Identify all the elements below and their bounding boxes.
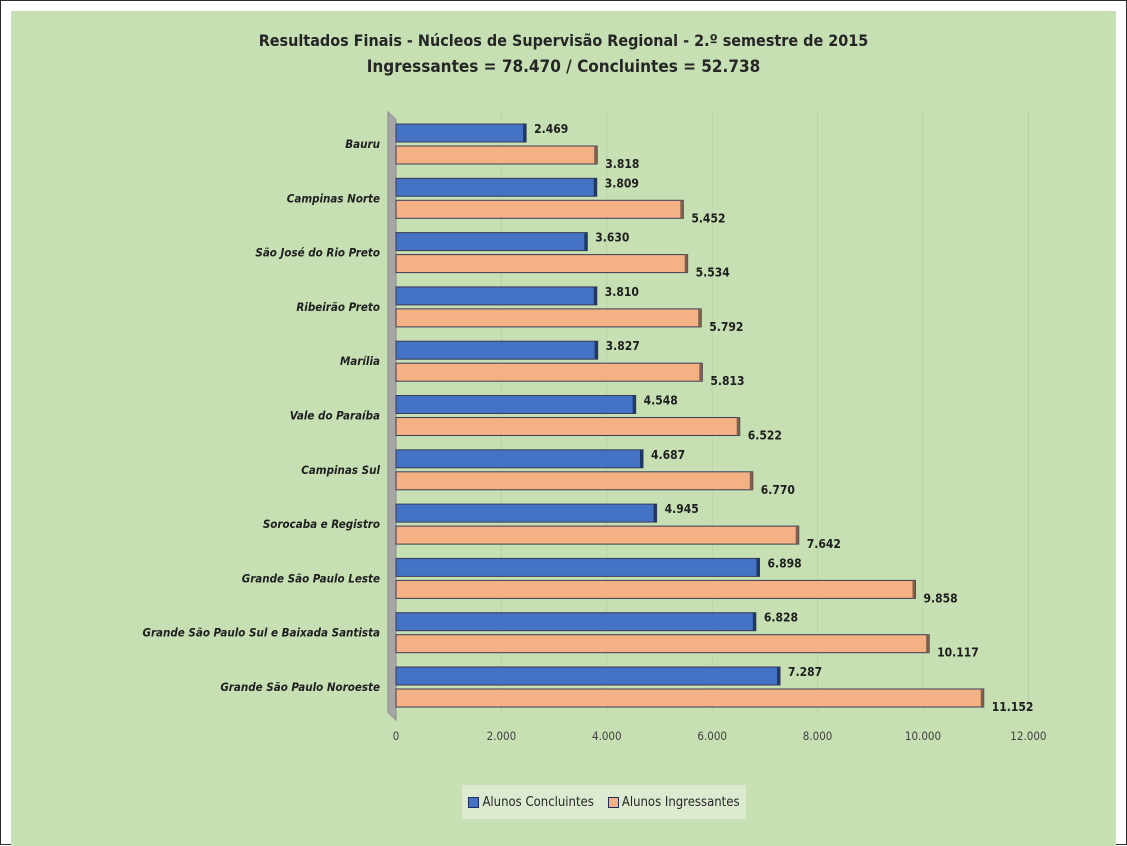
value-label-concluintes: 2.469 (534, 122, 568, 136)
value-label-ingressantes: 5.534 (696, 266, 731, 280)
value-label-concluintes: 6.898 (768, 556, 802, 570)
category-label: Marília (340, 354, 380, 368)
bar-end-cap (756, 558, 760, 577)
bar-concluintes (395, 123, 527, 143)
legend-label-concluintes: Alunos Concluintes (482, 794, 594, 810)
x-tick-label: 10.000 (905, 729, 941, 743)
bar-end-cap (912, 580, 916, 599)
value-label-concluintes: 3.630 (595, 231, 629, 245)
legend: Alunos Concluintes Alunos Ingressantes (462, 785, 746, 819)
value-label-concluintes: 3.827 (606, 339, 640, 353)
category-label: Ribeirão Preto (296, 300, 380, 314)
category-label: Vale do Paraíba (290, 409, 380, 423)
axis-wall (387, 110, 397, 722)
category-label: São José do Rio Preto (255, 246, 380, 260)
category-label: Bauru (345, 137, 380, 151)
bar-concluintes (395, 286, 598, 306)
bar-end-cap (699, 363, 703, 382)
bar-end-cap (684, 254, 688, 273)
bar-ingressantes (395, 199, 684, 219)
value-label-concluintes: 4.548 (644, 394, 678, 408)
bar-concluintes (395, 666, 781, 686)
category-label: Campinas Sul (301, 463, 380, 477)
bar-ingressantes (395, 688, 985, 708)
bar-end-cap (752, 612, 756, 631)
bar-ingressantes (395, 254, 689, 274)
category-label: Grande São Paulo Sul e Baixada Santista (142, 626, 380, 640)
bar-ingressantes (395, 471, 754, 491)
value-label-concluintes: 6.828 (764, 611, 798, 625)
legend-swatch-ingressantes (607, 796, 619, 808)
legend-item-concluintes: Alunos Concluintes (468, 794, 594, 810)
legend-swatch-concluintes (468, 796, 480, 808)
bar-ingressantes (395, 145, 598, 165)
value-label-ingressantes: 9.858 (924, 591, 958, 605)
value-label-concluintes: 3.809 (605, 176, 639, 190)
bar-ingressantes (395, 362, 703, 382)
bar-end-cap (593, 178, 597, 197)
chart-title: Resultados Finais - Núcleos de Supervisã… (258, 31, 869, 50)
bar-concluintes (395, 177, 598, 197)
bar-concluintes (395, 612, 757, 632)
x-tick-label: 8.000 (803, 729, 833, 743)
bar-ingressantes (395, 634, 930, 654)
value-label-concluintes: 4.687 (651, 448, 685, 462)
value-label-ingressantes: 10.117 (937, 646, 979, 660)
bar-end-cap (632, 395, 636, 414)
chart-subtitle: Ingressantes = 78.470 / Concluintes = 52… (366, 57, 761, 77)
value-label-concluintes: 3.810 (605, 285, 639, 299)
x-tick-label: 0 (393, 729, 400, 743)
bar-concluintes (395, 557, 761, 577)
bar-end-cap (736, 417, 740, 436)
bar-ingressantes (395, 525, 800, 545)
category-label: Grande São Paulo Noroeste (220, 680, 380, 694)
value-label-ingressantes: 3.818 (605, 157, 639, 171)
bar-end-cap (926, 634, 930, 653)
legend-item-ingressantes: Alunos Ingressantes (607, 794, 740, 810)
value-label-concluintes: 7.287 (788, 665, 822, 679)
bar-end-cap (653, 504, 657, 523)
x-tick-label: 12.000 (1010, 729, 1046, 743)
bar-end-cap (523, 124, 527, 142)
bar-end-cap (795, 526, 799, 545)
bar-end-cap (777, 667, 781, 685)
x-tick-label: 2.000 (487, 729, 517, 743)
value-label-ingressantes: 7.642 (807, 537, 841, 551)
bar-end-cap (749, 471, 753, 490)
bar-ingressantes (395, 579, 917, 599)
bar-concluintes (395, 232, 588, 252)
value-label-concluintes: 4.945 (665, 502, 699, 516)
value-label-ingressantes: 6.770 (761, 483, 795, 497)
value-label-ingressantes: 5.792 (709, 320, 743, 334)
value-label-ingressantes: 6.522 (748, 429, 782, 443)
value-label-ingressantes: 5.813 (710, 374, 744, 388)
bar-end-cap (640, 449, 644, 468)
bar-concluintes (395, 395, 637, 414)
x-tick-label: 6.000 (697, 729, 727, 743)
category-label: Sorocaba e Registro (263, 517, 380, 531)
value-label-ingressantes: 11.152 (992, 700, 1034, 714)
bar-end-cap (584, 232, 588, 251)
category-label: Grande São Paulo Leste (242, 571, 380, 585)
bar-end-cap (594, 146, 598, 164)
x-tick-label: 4.000 (592, 729, 622, 743)
category-label: Campinas Norte (287, 191, 380, 205)
bar-ingressantes (395, 308, 702, 328)
bar-end-cap (698, 308, 702, 327)
bar-end-cap (593, 286, 597, 305)
bar-concluintes (395, 449, 644, 469)
bar-end-cap (680, 200, 684, 219)
value-label-ingressantes: 5.452 (691, 211, 725, 225)
bar-end-cap (594, 341, 598, 360)
bar-concluintes (395, 340, 599, 360)
bar-concluintes (395, 503, 658, 523)
bar-end-cap (980, 689, 984, 707)
bar-ingressantes (395, 417, 741, 436)
legend-label-ingressantes: Alunos Ingressantes (621, 794, 740, 810)
